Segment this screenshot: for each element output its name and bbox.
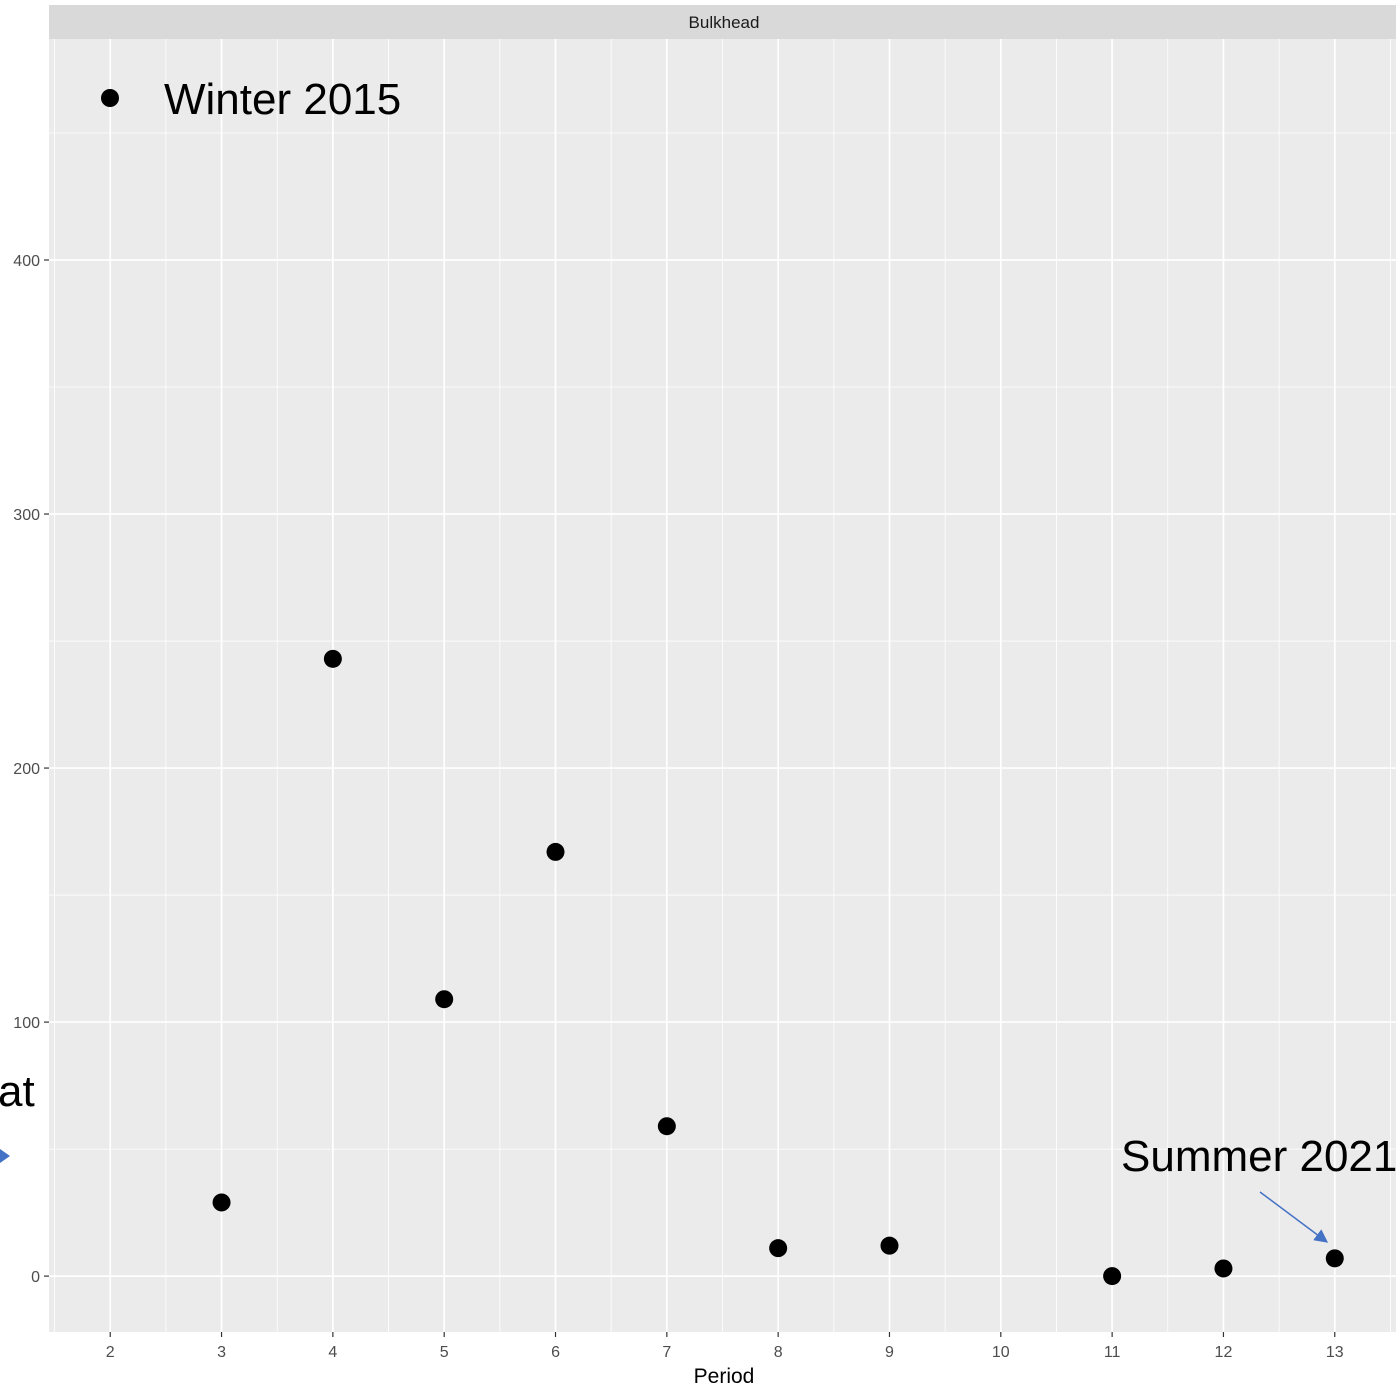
x-tick-label: 7 <box>662 1344 671 1361</box>
annotation-partial-arrowhead <box>0 1149 10 1163</box>
x-tick-label: 2 <box>106 1344 115 1361</box>
y-tick-label: 400 <box>13 253 40 270</box>
facet-strip-label: Bulkhead <box>689 13 760 32</box>
x-tick-label: 6 <box>551 1344 560 1361</box>
facet-strip <box>49 5 1396 39</box>
y-tick-label: 100 <box>13 1015 40 1032</box>
x-tick-label: 4 <box>328 1344 337 1361</box>
data-point <box>880 1236 899 1255</box>
data-point <box>546 842 565 861</box>
x-axis-title: Period <box>694 1365 755 1388</box>
annotation-summer-2021: Summer 2021 <box>1121 1132 1396 1181</box>
data-point <box>657 1117 676 1136</box>
axes: 2 3 4 5 6 7 8 9 10 11 12 13 0 100 200 300 400 <box>13 253 1343 1361</box>
legend-label: Winter 2015 <box>164 75 401 124</box>
annotation-arrow-summer-2021 <box>1259 1191 1329 1243</box>
x-tick-label: 11 <box>1104 1344 1121 1361</box>
legend: Winter 2015 <box>101 75 401 124</box>
data-point <box>435 990 454 1009</box>
annotation-partial-text: at <box>0 1067 35 1116</box>
y-tick-label: 0 <box>31 1269 40 1286</box>
data-point <box>1214 1259 1233 1278</box>
x-tick-label: 10 <box>992 1344 1010 1361</box>
data-point <box>212 1193 231 1212</box>
x-tick-label: 3 <box>217 1344 226 1361</box>
data-point <box>769 1239 788 1258</box>
data-point <box>1325 1249 1344 1268</box>
data-point <box>323 649 342 668</box>
legend-marker <box>101 89 119 107</box>
data-points <box>212 649 1344 1286</box>
x-tick-label: 5 <box>440 1344 449 1361</box>
x-tick-label: 9 <box>885 1344 894 1361</box>
x-tick-label: 8 <box>774 1344 783 1361</box>
y-tick-label: 300 <box>13 507 40 524</box>
x-tick-label: 12 <box>1215 1344 1233 1361</box>
data-point <box>1103 1267 1122 1286</box>
x-tick-label: 13 <box>1326 1344 1344 1361</box>
grid-lines <box>49 39 1396 1332</box>
y-tick-label: 200 <box>13 761 40 778</box>
